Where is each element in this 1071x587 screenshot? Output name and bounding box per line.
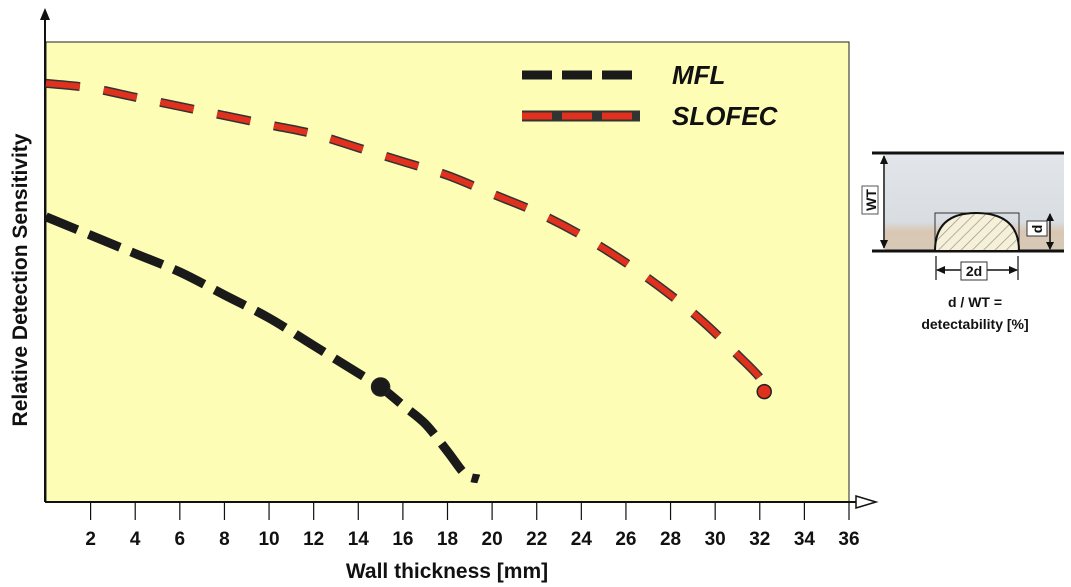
x-tick-label: 20 xyxy=(482,529,503,550)
x-tick-label: 24 xyxy=(571,529,593,550)
x-tick-label: 14 xyxy=(348,529,370,550)
x-axis-arrow xyxy=(856,496,876,508)
x-tick-label: 26 xyxy=(615,529,636,550)
wt-label: WT xyxy=(863,189,879,211)
series-marker-mfl xyxy=(372,378,390,396)
x-tick-label: 4 xyxy=(130,529,141,550)
y-axis-title: Relative Detection Sensitivity xyxy=(9,133,32,426)
width-arrow-right xyxy=(1009,266,1018,274)
inset-caption-line1: d / WT = xyxy=(948,294,1002,310)
x-tick-label: 2 xyxy=(85,529,96,550)
inset-caption-line2: detectability [%] xyxy=(921,316,1028,332)
x-tick-label: 30 xyxy=(705,529,726,550)
d-label: d xyxy=(1029,225,1045,234)
x-axis-title: Wall thickness [mm] xyxy=(346,560,548,583)
x-tick-label: 16 xyxy=(392,529,413,550)
x-tick-label: 28 xyxy=(660,529,681,550)
width-label: 2d xyxy=(966,263,982,279)
series-marker-slofec xyxy=(757,385,771,399)
width-arrow-left xyxy=(936,266,945,274)
x-tick-label: 22 xyxy=(526,529,547,550)
x-tick-label: 34 xyxy=(794,529,816,550)
x-tick-label: 12 xyxy=(303,529,324,550)
x-ticks: 2 4 6 8 10 12 14 16 18 20 22 24 26 28 30 32 34 36 xyxy=(85,502,859,550)
inset-diagram: WT d 2d d / WT = detectability [%] xyxy=(862,153,1064,332)
legend-label-slofec: SLOFEC xyxy=(672,101,779,131)
x-tick-label: 36 xyxy=(838,529,859,550)
x-tick-label: 32 xyxy=(749,529,770,550)
x-tick-label: 18 xyxy=(437,529,458,550)
x-tick-label: 10 xyxy=(258,529,279,550)
legend-label-mfl: MFL xyxy=(672,60,725,90)
y-axis-arrow xyxy=(40,8,50,20)
x-tick-label: 6 xyxy=(175,529,186,550)
x-tick-label: 8 xyxy=(219,529,230,550)
